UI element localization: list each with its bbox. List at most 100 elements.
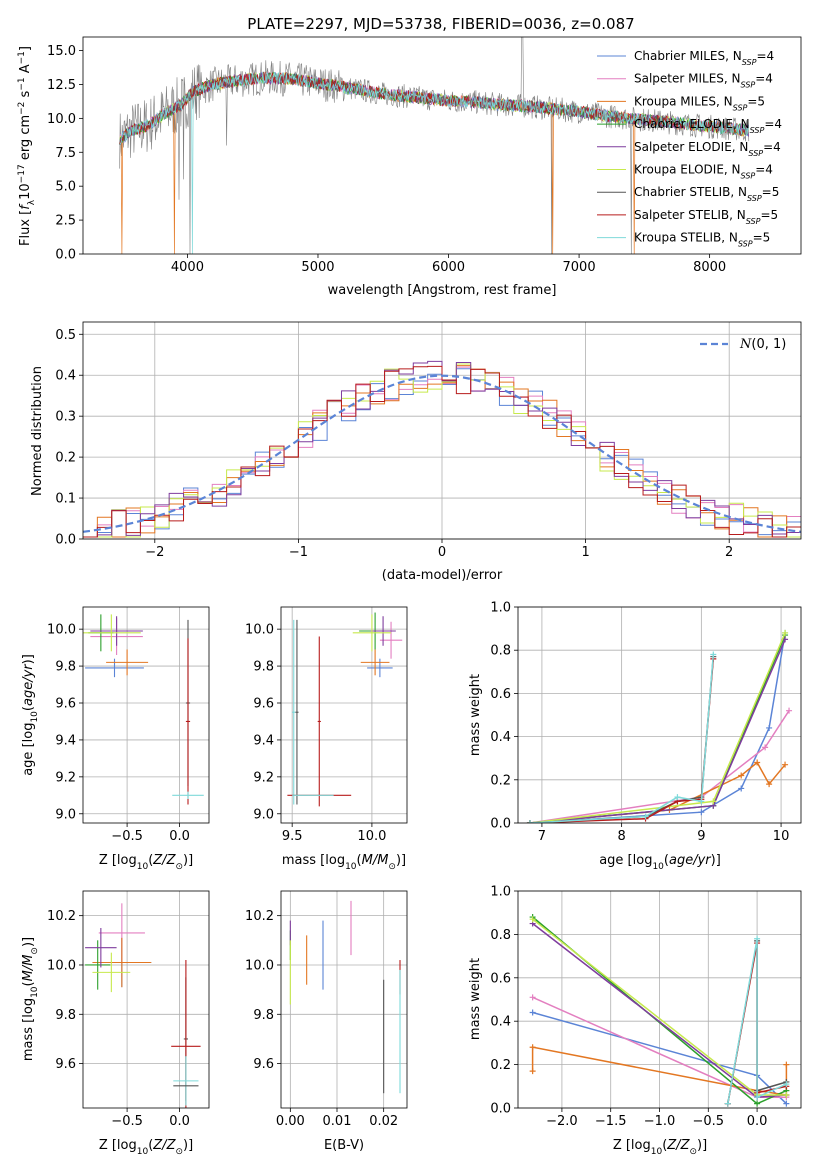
x-axis-label: age [log10(age/yr)] (599, 853, 721, 872)
axes-frame (82, 890, 210, 1109)
y-tick-label: 9.6 (253, 1057, 274, 1072)
mass-vs-extinction-axes: 0.00 0.01 0.02 9.6 9.8 10.0 10.2 (245, 890, 408, 1129)
mass-weight-vs-age-axes: 7 8 9 10 0.0 0.2 0.4 0.6 0.8 1.0 (490, 601, 802, 844)
legend-label: N(0, 1) (739, 337, 786, 352)
x-axis-label: Z [log10(Z/Z⊙)] (99, 1138, 193, 1157)
series-line (529, 639, 786, 823)
legend-label: Salpeter STELIB, NSSP=5 (634, 208, 778, 226)
y-tick-label: 0.0 (490, 817, 511, 832)
y-tick-label: 0.6 (490, 971, 511, 986)
y-tick-label: 9.4 (55, 733, 76, 748)
x-tick-label: 0.0 (747, 1114, 768, 1129)
x-tick-label: 4000 (171, 260, 204, 275)
data-point-marker (766, 724, 773, 731)
plot-area (287, 612, 403, 807)
y-tick-label: 9.6 (55, 1057, 76, 1072)
x-axis-label: E(B-V) (324, 1138, 364, 1153)
x-tick-label: −1.0 (644, 1114, 676, 1129)
axes-frame (82, 321, 802, 540)
y-tick-label: 0.5 (55, 328, 76, 343)
x-tick-label: 10.0 (357, 829, 386, 844)
y-tick-label: 0.4 (490, 1015, 511, 1030)
y-tick-label: 5.0 (55, 180, 76, 195)
y-tick-label: 10.0 (245, 623, 274, 638)
y-axis-label: age [log10(age/yr)] (21, 654, 40, 776)
data-point-marker (754, 935, 761, 942)
plot-area (526, 629, 793, 823)
legend: Chabrier MILES, NSSP=4 Salpeter MILES, NS… (597, 49, 782, 248)
x-tick-label: 7 (538, 829, 546, 844)
y-tick-label: 10.2 (245, 909, 274, 924)
y-tick-label: 9.8 (253, 660, 274, 675)
data-point-marker (738, 785, 745, 792)
y-tick-label: 9.0 (55, 807, 76, 822)
y-tick-label: 0.2 (490, 773, 511, 788)
y-tick-label: 10.0 (47, 112, 76, 127)
spectrum-axes: 4000 5000 6000 7000 8000 0.0 2.5 5.0 7.5 10.0 12.5… (47, 36, 802, 275)
y-tick-label: 1.0 (490, 601, 511, 616)
y-tick-label: 0.0 (55, 533, 76, 548)
y-tick-label: 0.8 (490, 644, 511, 659)
y-tick-label: 9.2 (253, 770, 274, 785)
age-vs-mass-axes: 9.5 10.0 9.0 9.2 9.4 9.6 9.8 10.0 (245, 606, 408, 844)
y-tick-label: 0.2 (490, 1058, 511, 1073)
data-point-marker (642, 813, 649, 820)
plot-area (119, 37, 750, 254)
y-tick-label: 10.2 (47, 909, 76, 924)
data-point-marker (738, 772, 745, 779)
x-tick-label: 2 (725, 545, 733, 560)
y-tick-label: 9.8 (253, 1008, 274, 1023)
mass-vs-metallicity-axes: −0.5 0.0 9.6 9.8 10.0 10.2 (47, 890, 210, 1129)
series-line (727, 938, 787, 1104)
y-tick-label: 10.0 (245, 958, 274, 973)
legend-label: Salpeter ELODIE, NSSP=4 (634, 140, 781, 158)
y-tick-label: 0.3 (55, 410, 76, 425)
data-point-marker (783, 1100, 790, 1107)
plot-area (83, 614, 204, 805)
x-axis-label: wavelength [Angstrom, rest frame] (328, 283, 557, 298)
x-tick-label: 0.02 (369, 1114, 398, 1129)
x-tick-label: 8 (617, 829, 625, 844)
data-point-marker (783, 1081, 790, 1088)
y-tick-label: 0.0 (490, 1102, 511, 1117)
data-point-marker (710, 798, 717, 805)
data-point-marker (529, 1009, 536, 1016)
legend-label: Salpeter MILES, NSSP=4 (634, 72, 773, 90)
axes-frame (280, 606, 408, 824)
axes-frame (82, 606, 210, 824)
x-axis-label: Z [log10(Z/Z⊙)] (613, 1138, 707, 1157)
x-tick-label: 0 (438, 545, 446, 560)
y-tick-label: 9.6 (253, 697, 274, 712)
y-tick-label: 9.0 (253, 807, 274, 822)
legend-label: Chabrier STELIB, NSSP=5 (634, 185, 779, 203)
y-axis-label: mass weight (468, 674, 483, 756)
x-tick-label: −2.0 (546, 1114, 578, 1129)
data-point-marker (782, 629, 789, 636)
x-tick-label: 1 (581, 545, 589, 560)
y-tick-label: 0.1 (55, 492, 76, 507)
y-tick-label: 9.8 (55, 1008, 76, 1023)
data-point-marker (754, 1094, 761, 1101)
plot-area (83, 360, 801, 538)
x-tick-label: 8000 (693, 260, 726, 275)
data-point-marker (529, 1044, 536, 1051)
data-point-marker (698, 798, 705, 805)
figure-title: PLATE=2297, MJD=53738, FIBERID=0036, z=0… (247, 15, 634, 33)
data-point-marker (698, 809, 705, 816)
normal-curve (83, 374, 801, 533)
y-tick-label: 0.4 (490, 730, 511, 745)
x-tick-label: −1.5 (595, 1114, 627, 1129)
residual-histogram-axes: −2 −1 0 1 2 0.0 0.1 0.2 0.3 0.4 0.5 (55, 321, 802, 560)
y-tick-label: 0.4 (55, 369, 76, 384)
y-tick-label: 9.6 (55, 697, 76, 712)
axes-frame (517, 890, 802, 1109)
y-tick-label: 12.5 (47, 78, 76, 93)
legend-label: Chabrier ELODIE, NSSP=4 (634, 117, 782, 135)
data-point-marker (674, 794, 681, 801)
data-point-marker (766, 781, 773, 788)
x-tick-label: 10 (773, 829, 790, 844)
legend-label: Chabrier MILES, NSSP=4 (634, 49, 774, 67)
axes-frame (280, 890, 408, 1109)
legend-label: Kroupa MILES, NSSP=5 (634, 94, 765, 112)
y-tick-label: 10.0 (47, 623, 76, 638)
